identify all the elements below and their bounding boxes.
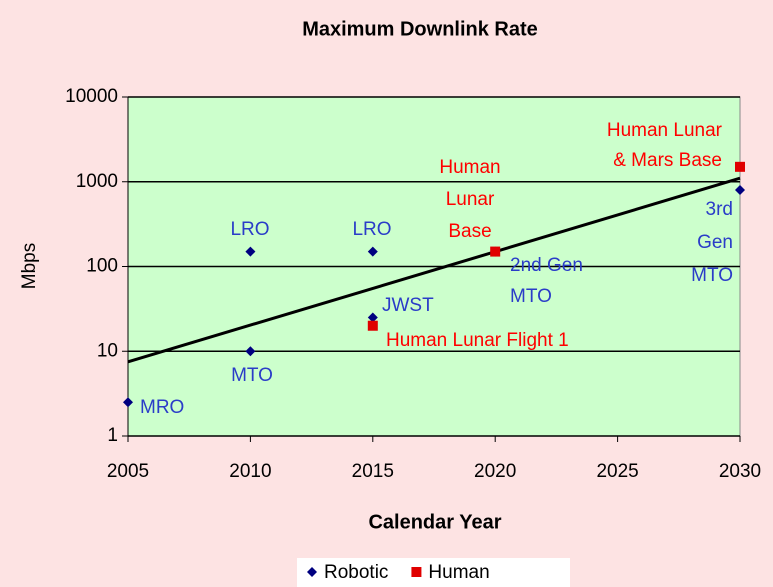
point xyxy=(490,246,501,257)
point-label: 2nd Gen xyxy=(510,255,583,276)
chart-title: Maximum Downlink Rate xyxy=(302,18,538,40)
point xyxy=(735,184,745,195)
point-label: Lunar xyxy=(446,189,495,210)
x-tick-label: 2020 xyxy=(474,461,516,482)
point xyxy=(123,397,133,408)
point-label: LRO xyxy=(352,219,391,240)
x-tick-label: 2010 xyxy=(229,461,271,482)
legend-label: Robotic xyxy=(324,562,388,583)
x-tick-label: 2025 xyxy=(596,461,638,482)
legend-marker xyxy=(411,567,422,577)
y-axis-label: Mbps xyxy=(19,243,40,289)
y-tick-label: 1000 xyxy=(76,171,118,192)
point-label: MTO xyxy=(691,265,733,286)
trendline xyxy=(127,176,741,364)
point-label: Base xyxy=(448,221,491,242)
point-label: MTO xyxy=(510,286,552,307)
point-label: & Mars Base xyxy=(613,150,722,171)
point xyxy=(367,312,378,323)
y-tick-label: 10 xyxy=(97,340,118,361)
point-label: MRO xyxy=(140,397,184,418)
legend-label: Human xyxy=(428,562,489,583)
point xyxy=(735,161,745,172)
point xyxy=(245,246,256,257)
x-tick-label: 2005 xyxy=(107,461,149,482)
x-axis-label: Calendar Year xyxy=(368,511,501,533)
x-tick-label: 2015 xyxy=(352,461,394,482)
point-label: 3rd xyxy=(706,199,733,220)
point-label: Human xyxy=(439,157,500,178)
point-label: Human Lunar xyxy=(607,120,723,141)
point-label: JWST xyxy=(382,295,434,316)
x-tick-label: 2030 xyxy=(719,461,761,482)
legend-marker xyxy=(307,567,317,577)
legend-box xyxy=(297,558,570,587)
point-label: LRO xyxy=(230,219,269,240)
y-tick-label: 100 xyxy=(86,256,118,277)
point xyxy=(245,346,256,357)
point-label: MTO xyxy=(231,365,273,386)
point xyxy=(367,246,378,257)
y-tick-label: 1 xyxy=(107,425,118,446)
y-tick-label: 10000 xyxy=(65,86,118,107)
point xyxy=(367,320,378,331)
point-label: Human Lunar Flight 1 xyxy=(386,330,569,351)
point-label: Gen xyxy=(697,232,733,253)
